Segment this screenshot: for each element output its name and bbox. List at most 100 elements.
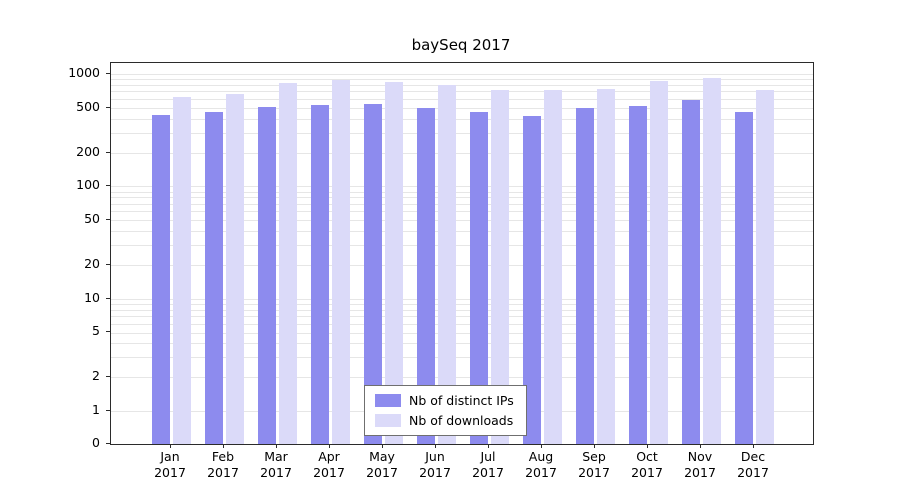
x-axis-tick-mark xyxy=(541,444,542,448)
gridline xyxy=(111,152,813,154)
gridline xyxy=(111,343,813,345)
x-axis-tick-mark xyxy=(488,444,489,448)
x-axis-label-aug: Aug 2017 xyxy=(525,449,557,480)
bar-downloads-dec xyxy=(755,90,774,444)
bar-downloads-may xyxy=(384,81,403,444)
bar-downloads-feb xyxy=(225,94,244,444)
bar-distinct-ips-jun xyxy=(416,107,435,444)
gridline xyxy=(111,132,813,134)
gridline xyxy=(111,79,813,81)
y-axis-tick-label: 20 xyxy=(84,255,100,271)
legend-item-distinct-ips: Nb of distinct IPs xyxy=(375,393,514,408)
gridline xyxy=(111,84,813,86)
gridline xyxy=(111,303,813,305)
bar-downloads-mar xyxy=(278,83,297,444)
gridline xyxy=(111,74,813,75)
x-axis-tick-mark xyxy=(223,444,224,448)
legend: Nb of distinct IPs Nb of downloads xyxy=(364,385,527,436)
gridline xyxy=(111,203,813,205)
x-axis-tick-mark xyxy=(700,444,701,448)
gridline xyxy=(111,245,813,247)
bar-distinct-ips-oct xyxy=(628,106,647,444)
gridline xyxy=(111,197,813,199)
gridline xyxy=(111,220,813,222)
bar-downloads-sep xyxy=(596,89,615,444)
bar-downloads-nov xyxy=(702,78,721,444)
x-axis-label-oct: Oct 2017 xyxy=(631,449,663,480)
gridline xyxy=(111,357,813,359)
bar-distinct-ips-apr xyxy=(310,105,329,444)
y-axis-tick-mark xyxy=(106,263,110,265)
bar-distinct-ips-jan xyxy=(151,115,170,444)
bar-distinct-ips-aug xyxy=(522,115,541,444)
y-axis-tick-label: 100 xyxy=(76,177,100,193)
y-axis-tick-label: 10 xyxy=(84,289,100,305)
y-axis-tick-mark xyxy=(106,376,110,378)
x-axis-tick-mark xyxy=(594,444,595,448)
y-axis-tick-mark xyxy=(106,410,110,411)
gridline xyxy=(111,332,813,334)
chart-title: baySeq 2017 xyxy=(411,36,511,54)
y-axis-tick-label: 0 xyxy=(92,435,100,450)
x-axis-label-jul: Jul 2017 xyxy=(472,449,504,480)
gridline xyxy=(111,298,813,300)
plot-area: Nb of distinct IPs Nb of downloads xyxy=(110,62,814,445)
legend-swatch-distinct-ips xyxy=(375,394,401,407)
x-axis-label-feb: Feb 2017 xyxy=(207,449,239,480)
y-axis-tick-mark xyxy=(106,73,110,74)
x-axis-label-nov: Nov 2017 xyxy=(684,449,716,480)
x-axis-tick-mark xyxy=(382,444,383,448)
y-axis-tick-mark xyxy=(106,297,110,299)
x-axis-tick-mark xyxy=(276,444,277,448)
gridline xyxy=(111,211,813,213)
legend-label-downloads: Nb of downloads xyxy=(409,413,514,428)
y-axis-tick-mark xyxy=(106,151,110,153)
y-axis-tick-label: 5 xyxy=(92,323,100,339)
y-axis-tick-mark xyxy=(106,219,110,221)
bar-distinct-ips-feb xyxy=(204,112,223,444)
y-axis-tick-label: 2 xyxy=(92,368,100,384)
legend-label-distinct-ips: Nb of distinct IPs xyxy=(409,393,514,408)
bar-distinct-ips-may xyxy=(363,103,382,444)
bar-downloads-oct xyxy=(649,80,668,444)
legend-item-downloads: Nb of downloads xyxy=(375,413,514,428)
bar-distinct-ips-jul xyxy=(469,112,488,444)
y-axis-tick-label: 1000 xyxy=(68,65,100,80)
y-axis-tick-label: 500 xyxy=(76,98,100,114)
gridline xyxy=(111,316,813,318)
y-axis-tick-mark xyxy=(106,331,110,333)
y-axis-tick-label: 50 xyxy=(84,211,100,227)
bar-downloads-apr xyxy=(331,79,350,444)
x-axis-label-jan: Jan 2017 xyxy=(154,449,186,480)
gridline xyxy=(111,107,813,109)
x-axis-label-sep: Sep 2017 xyxy=(578,449,610,480)
gridline xyxy=(111,91,813,93)
x-axis-label-dec: Dec 2017 xyxy=(737,449,769,480)
x-axis-tick-mark xyxy=(329,444,330,448)
bar-distinct-ips-sep xyxy=(575,107,594,444)
bar-downloads-jul xyxy=(490,90,509,444)
bar-distinct-ips-nov xyxy=(681,99,700,444)
y-axis-tick-label: 200 xyxy=(76,143,100,159)
bar-distinct-ips-dec xyxy=(734,111,753,444)
x-axis-label-mar: Mar 2017 xyxy=(260,449,292,480)
x-axis-tick-mark xyxy=(170,444,171,448)
y-axis-tick-mark xyxy=(106,185,110,187)
gridline xyxy=(111,98,813,100)
bar-downloads-aug xyxy=(543,90,562,444)
bar-distinct-ips-mar xyxy=(257,106,276,444)
gridline xyxy=(111,186,813,188)
gridline xyxy=(111,323,813,325)
x-axis-label-may: May 2017 xyxy=(366,449,398,480)
gridline xyxy=(111,231,813,232)
gridline xyxy=(111,377,813,379)
gridline xyxy=(111,264,813,266)
x-axis-label-apr: Apr 2017 xyxy=(313,449,345,480)
gridline xyxy=(111,191,813,193)
x-axis-tick-mark xyxy=(647,444,648,448)
legend-swatch-downloads xyxy=(375,414,401,427)
y-axis-tick-label: 1 xyxy=(92,402,100,417)
x-axis-tick-mark xyxy=(753,444,754,448)
x-axis-tick-mark xyxy=(435,444,436,448)
